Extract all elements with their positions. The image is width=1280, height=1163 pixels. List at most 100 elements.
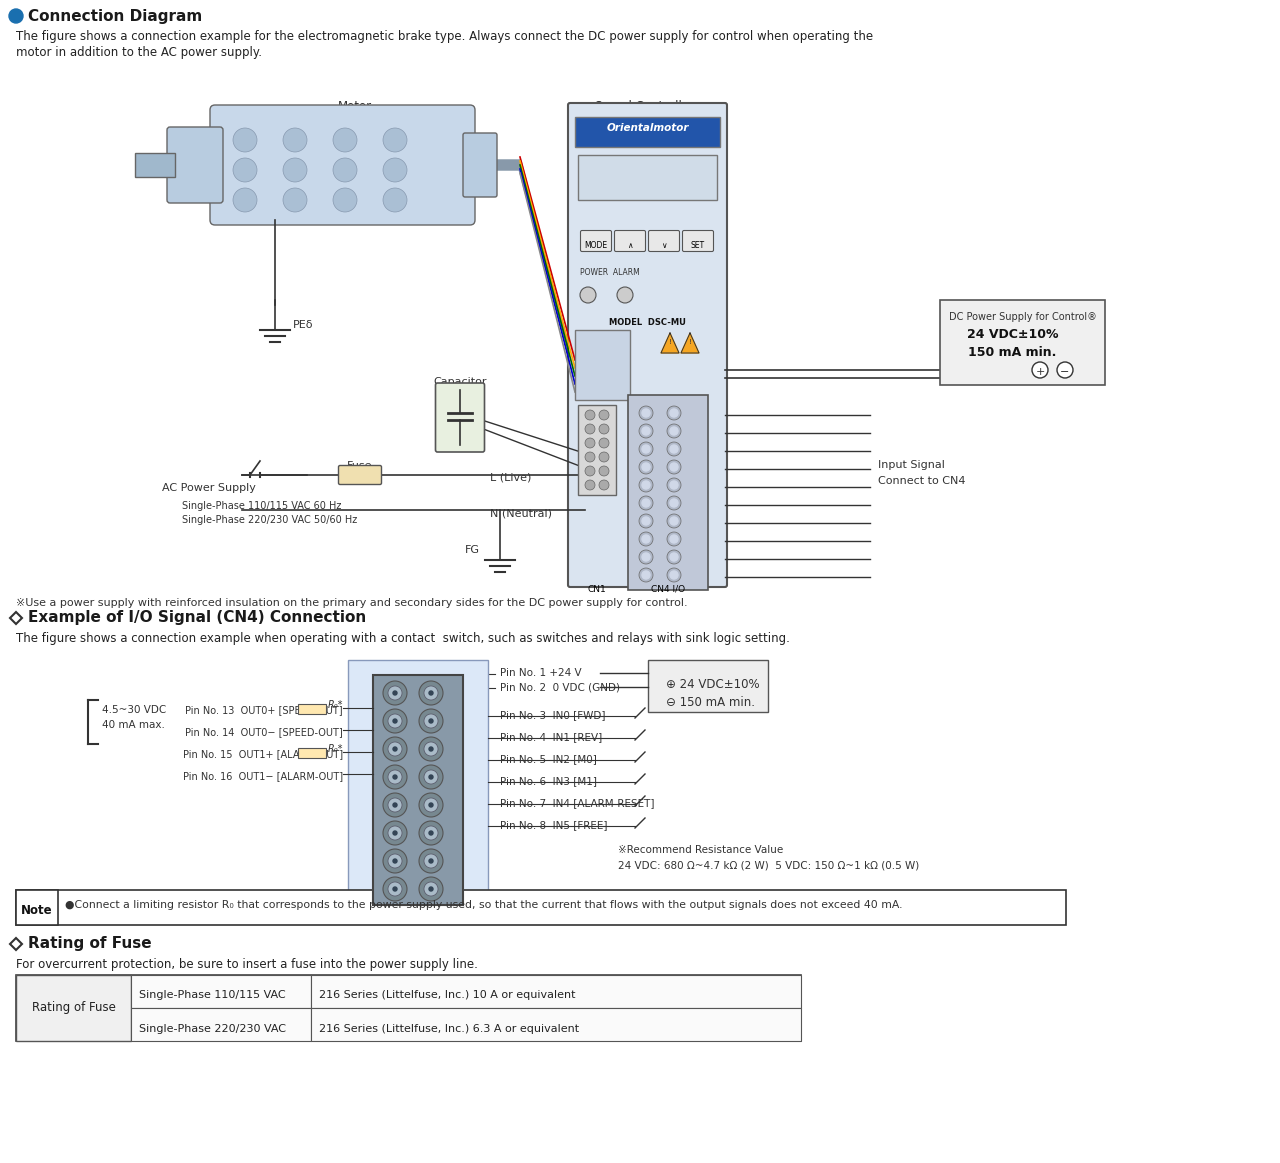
Text: Pin No. 14  OUT0− [SPEED-OUT]: Pin No. 14 OUT0− [SPEED-OUT]: [186, 727, 343, 737]
Circle shape: [669, 571, 678, 579]
Circle shape: [383, 877, 407, 901]
Circle shape: [283, 188, 307, 212]
Text: 24 VDC: 680 Ω~4.7 kΩ (2 W)  5 VDC: 150 Ω~1 kΩ (0.5 W): 24 VDC: 680 Ω~4.7 kΩ (2 W) 5 VDC: 150 Ω~…: [618, 859, 919, 870]
Circle shape: [383, 765, 407, 789]
Bar: [298, 704, 326, 714]
Bar: [311, 975, 801, 1008]
Circle shape: [643, 499, 650, 507]
Circle shape: [429, 859, 433, 863]
Circle shape: [419, 765, 443, 789]
Circle shape: [393, 691, 397, 695]
Circle shape: [669, 463, 678, 471]
Text: PEδ: PEδ: [293, 320, 314, 330]
Circle shape: [388, 854, 402, 868]
Circle shape: [419, 737, 443, 761]
Circle shape: [383, 682, 407, 705]
Text: MODE: MODE: [585, 241, 608, 250]
Text: CN4 I/O: CN4 I/O: [652, 585, 685, 594]
Circle shape: [333, 158, 357, 181]
Circle shape: [419, 877, 443, 901]
Text: Rating of Fuse: Rating of Fuse: [28, 936, 151, 951]
Circle shape: [639, 531, 653, 545]
Bar: [311, 1008, 801, 1041]
Text: Pin No. 7  IN4 [ALARM-RESET]: Pin No. 7 IN4 [ALARM-RESET]: [500, 798, 654, 808]
Text: R₀*: R₀*: [328, 700, 343, 709]
Text: 40 mA max.: 40 mA max.: [102, 720, 165, 730]
Bar: [648, 659, 768, 712]
Circle shape: [283, 158, 307, 181]
Text: MODEL  DSC-MU: MODEL DSC-MU: [609, 317, 686, 327]
Circle shape: [599, 411, 609, 420]
Circle shape: [393, 775, 397, 779]
Circle shape: [669, 445, 678, 454]
Circle shape: [393, 887, 397, 891]
Text: +: +: [1036, 368, 1044, 377]
Text: Connect to CN4: Connect to CN4: [878, 476, 965, 486]
Circle shape: [393, 832, 397, 835]
Circle shape: [643, 481, 650, 488]
Circle shape: [383, 849, 407, 873]
Circle shape: [643, 427, 650, 435]
Circle shape: [585, 452, 595, 462]
Circle shape: [419, 682, 443, 705]
Circle shape: [585, 438, 595, 448]
FancyBboxPatch shape: [338, 465, 381, 485]
Circle shape: [383, 793, 407, 816]
Text: Pin No. 2  0 VDC (GND): Pin No. 2 0 VDC (GND): [500, 682, 620, 692]
Circle shape: [643, 552, 650, 561]
Text: Connection Diagram: Connection Diagram: [28, 9, 202, 24]
Circle shape: [639, 514, 653, 528]
Circle shape: [419, 709, 443, 733]
Text: Example of I/O Signal (CN4) Connection: Example of I/O Signal (CN4) Connection: [28, 611, 366, 625]
Bar: [579, 155, 717, 200]
Circle shape: [667, 514, 681, 528]
Circle shape: [388, 742, 402, 756]
Polygon shape: [660, 333, 678, 354]
Circle shape: [639, 461, 653, 475]
Circle shape: [429, 719, 433, 723]
Bar: [575, 330, 630, 400]
Circle shape: [617, 287, 634, 304]
Circle shape: [667, 406, 681, 420]
Circle shape: [585, 466, 595, 476]
Circle shape: [639, 495, 653, 511]
Circle shape: [383, 128, 407, 152]
FancyBboxPatch shape: [614, 230, 645, 251]
Circle shape: [669, 535, 678, 543]
Circle shape: [424, 854, 438, 868]
Circle shape: [388, 826, 402, 840]
Circle shape: [424, 742, 438, 756]
Circle shape: [424, 714, 438, 728]
Circle shape: [669, 499, 678, 507]
Circle shape: [667, 531, 681, 545]
Text: ※Recommend Resistance Value: ※Recommend Resistance Value: [618, 846, 783, 855]
Text: ●Connect a limiting resistor R₀ that corresponds to the power supply used, so th: ●Connect a limiting resistor R₀ that cor…: [65, 900, 902, 909]
Text: POWER  ALARM: POWER ALARM: [580, 267, 640, 277]
Text: Speed Controller: Speed Controller: [595, 100, 695, 113]
Circle shape: [599, 452, 609, 462]
Circle shape: [429, 887, 433, 891]
Polygon shape: [681, 333, 699, 354]
FancyBboxPatch shape: [210, 105, 475, 224]
Circle shape: [643, 535, 650, 543]
FancyBboxPatch shape: [166, 127, 223, 204]
FancyBboxPatch shape: [463, 133, 497, 197]
Text: Input Signal: Input Signal: [878, 461, 945, 470]
Circle shape: [233, 188, 257, 212]
Text: ⊖ 150 mA min.: ⊖ 150 mA min.: [666, 695, 755, 709]
Circle shape: [393, 802, 397, 807]
Text: 150 mA min.: 150 mA min.: [968, 347, 1057, 359]
Circle shape: [429, 802, 433, 807]
Bar: [15, 890, 1066, 925]
Circle shape: [639, 442, 653, 456]
Text: Capacitor: Capacitor: [433, 377, 486, 387]
Text: Note: Note: [22, 904, 52, 916]
Circle shape: [383, 821, 407, 846]
Text: Rating of Fuse: Rating of Fuse: [32, 1001, 115, 1014]
Circle shape: [388, 686, 402, 700]
Text: Single-Phase 220/230 VAC 50/60 Hz: Single-Phase 220/230 VAC 50/60 Hz: [182, 515, 357, 525]
Circle shape: [669, 409, 678, 418]
Text: 216 Series (Littelfuse, Inc.) 6.3 A or equivalent: 216 Series (Littelfuse, Inc.) 6.3 A or e…: [319, 1023, 579, 1034]
Bar: [579, 405, 616, 495]
Text: Orientalmotor: Orientalmotor: [607, 123, 689, 133]
